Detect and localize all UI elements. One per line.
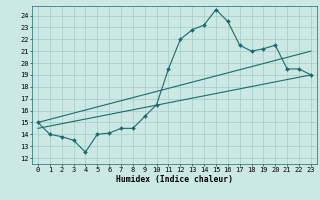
X-axis label: Humidex (Indice chaleur): Humidex (Indice chaleur) [116,175,233,184]
